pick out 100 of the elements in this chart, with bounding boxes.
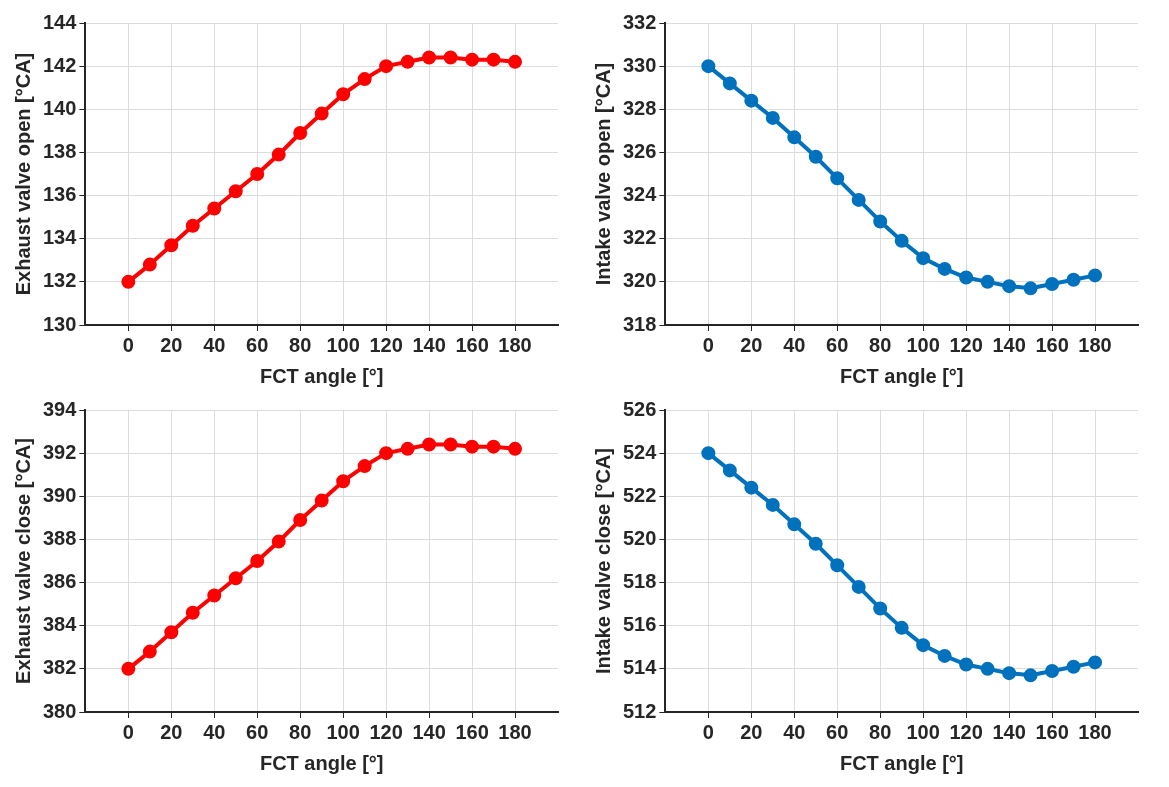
y-tick-label: 518: [622, 570, 657, 593]
x-tick-label: 120: [949, 333, 983, 356]
y-tick-label: 390: [42, 483, 77, 506]
x-tick-label: 120: [369, 720, 403, 743]
point: [765, 110, 780, 125]
point: [873, 214, 888, 229]
point: [959, 270, 974, 285]
point: [185, 605, 200, 620]
point: [314, 106, 329, 121]
x-tick-label: 0: [122, 333, 134, 356]
x-axis-title: FCT angle [°]: [259, 364, 384, 387]
x-tick-label: 20: [160, 333, 183, 356]
x-tick-label: 60: [246, 720, 269, 743]
x-tick-label: 180: [498, 333, 532, 356]
point: [1045, 277, 1060, 292]
y-tick-label: 132: [42, 269, 77, 292]
point: [400, 54, 415, 69]
y-tick-label: 134: [42, 226, 78, 249]
x-tick-label: 140: [992, 333, 1026, 356]
y-tick-label: 526: [622, 397, 657, 420]
point: [207, 588, 222, 603]
x-tick-label: 120: [949, 720, 983, 743]
point: [121, 661, 136, 676]
y-tick-label: 324: [622, 183, 658, 206]
y-tick-label: 392: [42, 440, 77, 463]
y-tick-label: 130: [42, 312, 77, 335]
x-tick-label: 20: [160, 720, 183, 743]
point: [959, 657, 974, 672]
x-tick-label: 160: [1035, 720, 1069, 743]
x-tick-label: 160: [455, 333, 489, 356]
y-axis-title: Intake valve open [°CA]: [591, 62, 614, 286]
x-tick-label: 60: [826, 720, 849, 743]
x-tick-label: 160: [455, 720, 489, 743]
point: [808, 536, 823, 551]
point: [336, 87, 351, 102]
y-axis-title: Exhaust valve open [°CA]: [11, 52, 34, 296]
point: [744, 480, 759, 495]
y-tick-label: 330: [622, 53, 657, 76]
x-tick-label: 180: [498, 720, 532, 743]
point: [379, 59, 394, 74]
y-tick-label: 512: [622, 699, 657, 722]
point: [443, 50, 458, 65]
y-tick-label: 318: [622, 312, 657, 335]
point: [250, 554, 265, 568]
point: [1023, 668, 1038, 683]
point: [314, 493, 329, 508]
x-tick-label: 100: [326, 333, 360, 356]
point: [336, 474, 351, 489]
y-tick-label: 524: [622, 440, 658, 463]
x-tick-label: 40: [783, 720, 806, 743]
x-tick-label: 80: [289, 720, 312, 743]
point: [164, 238, 179, 253]
x-tick-label: 80: [869, 333, 892, 356]
point: [851, 192, 866, 207]
point: [894, 233, 909, 248]
point: [465, 439, 480, 454]
point: [808, 149, 823, 164]
point: [508, 441, 523, 456]
point: [722, 463, 737, 478]
x-axis-title: FCT angle [°]: [839, 751, 964, 774]
point: [980, 661, 995, 676]
y-tick-label: 136: [42, 183, 77, 206]
y-tick-label: 514: [622, 656, 658, 679]
x-tick-label: 180: [1078, 333, 1112, 356]
point: [271, 534, 286, 549]
x-tick-label: 0: [122, 720, 134, 743]
point: [271, 147, 286, 162]
point: [508, 54, 523, 69]
y-axis-title: Intake valve close [°CA]: [591, 448, 614, 674]
point: [400, 441, 415, 456]
y-tick-label: 520: [622, 526, 657, 549]
point: [1088, 268, 1103, 283]
x-tick-label: 140: [412, 720, 446, 743]
point: [894, 620, 909, 635]
point: [765, 497, 780, 512]
point: [701, 446, 716, 461]
point: [486, 52, 501, 67]
y-tick-label: 320: [622, 269, 657, 292]
point: [1023, 281, 1038, 296]
y-tick-label: 522: [622, 483, 657, 506]
x-tick-label: 40: [203, 720, 226, 743]
point: [980, 274, 995, 289]
point: [293, 126, 308, 141]
point: [937, 648, 952, 663]
x-axis-title: FCT angle [°]: [259, 751, 384, 774]
y-tick-label: 140: [42, 96, 77, 119]
y-tick-label: 384: [42, 613, 78, 636]
point: [744, 93, 759, 108]
x-tick-label: 140: [992, 720, 1026, 743]
y-tick-label: 516: [622, 613, 657, 636]
point: [916, 638, 931, 653]
x-tick-label: 100: [906, 333, 940, 356]
point: [722, 76, 737, 91]
point: [121, 274, 136, 289]
x-tick-label: 100: [326, 720, 360, 743]
point: [443, 437, 458, 452]
point: [1088, 655, 1103, 670]
point: [873, 601, 888, 616]
x-tick-label: 0: [702, 333, 714, 356]
point: [1066, 272, 1081, 287]
